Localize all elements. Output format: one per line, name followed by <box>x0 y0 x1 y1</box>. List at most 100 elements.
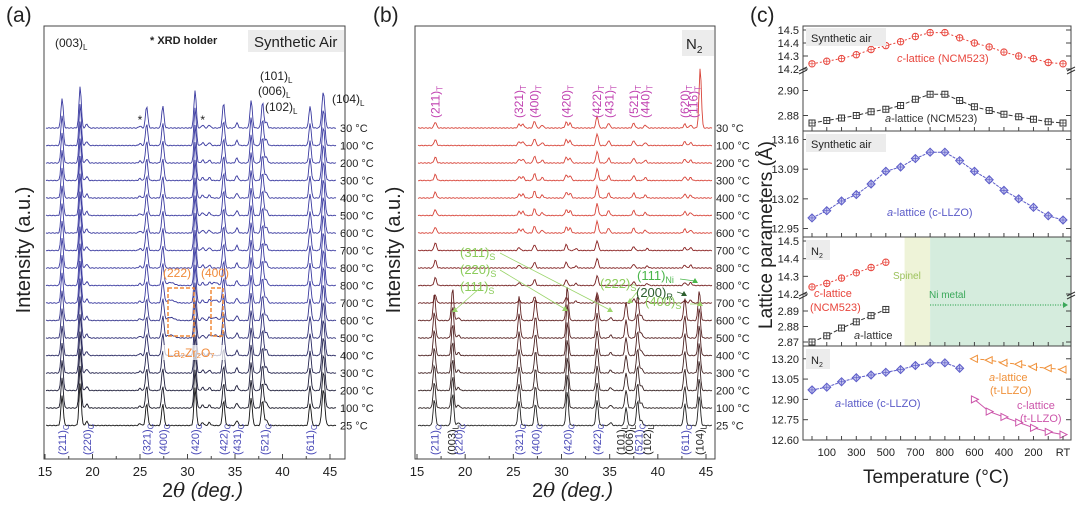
c3-label-bg <box>806 240 830 260</box>
trace-temp-label: 400 °C <box>716 351 750 363</box>
c4-tc-lattice-label: c-lattice <box>1017 400 1055 412</box>
trace-temp-label: 800 °C <box>716 263 750 275</box>
trace-temp-label: 400 °C <box>340 193 374 205</box>
panel-c-label: (c) <box>750 4 775 27</box>
xrd-trace <box>417 357 713 392</box>
phase-label: (311)S <box>460 245 495 262</box>
xrd-trace <box>417 304 713 339</box>
y-tick-label: 14.4 <box>778 254 799 266</box>
panel-a-title-bg <box>248 30 344 52</box>
peak-label-top: (116)T <box>686 86 702 118</box>
triangle-right-marker <box>1044 427 1054 437</box>
arrow-head-icon <box>562 306 568 311</box>
xrd-trace <box>417 375 713 409</box>
peak-label-top: (104)L <box>332 92 365 108</box>
trace-temp-label: 30 °C <box>716 123 744 135</box>
x-tick-label: 45 <box>699 464 713 479</box>
peak-label-top: (003)L <box>55 36 88 52</box>
arrow-head-icon <box>1063 302 1068 308</box>
trace-temp-label: 500 °C <box>716 333 750 345</box>
peak-label-top: (101)L <box>260 69 293 85</box>
arrow-head-icon <box>627 298 633 303</box>
triangle-left-marker <box>969 354 978 364</box>
x-tick-label: 200 <box>1024 447 1042 459</box>
peak-label-bottom: (611)C <box>305 424 319 455</box>
x-tick-label: 20 <box>458 464 472 479</box>
trace-temp-label: 25 °C <box>716 421 744 433</box>
x-tick-label: 25 <box>506 464 520 479</box>
phase-label: (200)R <box>636 285 673 302</box>
y-tick-label: 13.02 <box>771 194 799 206</box>
c4-tc-lattice-label-2: (t-LLZO) <box>1020 413 1062 425</box>
arrow-head-icon <box>452 307 458 312</box>
peak-label-top: (102)L <box>265 100 298 116</box>
x-tick-label: 800 <box>936 447 954 459</box>
x-tick-label: 100 <box>818 447 836 459</box>
ni-metal-label: Ni metal <box>929 290 966 301</box>
peak-label-bottom: (422)C <box>592 423 606 455</box>
triangle-right-marker <box>1029 423 1039 433</box>
phase-label: (400)S <box>645 294 681 311</box>
trace-temp-label: 25 °C <box>340 421 368 433</box>
trace-temp-label: 500 °C <box>340 333 374 345</box>
x-tick-label: 25 <box>133 464 147 479</box>
spinel-label: Spinel <box>893 271 921 282</box>
arrow-head-icon <box>692 278 698 283</box>
phase-arrow <box>629 291 638 302</box>
y-tick-label: 14.5 <box>778 236 799 248</box>
xrd-trace <box>45 383 337 427</box>
trace-temp-label: 200 °C <box>340 386 374 398</box>
peak-label-top: (620)T <box>678 85 694 118</box>
y-tick-label: 2.88 <box>778 322 799 334</box>
c4-ta-lattice-label: a-lattice <box>989 372 1028 384</box>
x-tick-label: 500 <box>877 447 895 459</box>
c4-a-lattice-label: a-lattice (c-LLZO) <box>835 398 921 410</box>
peak-label-top: (321)T <box>512 85 528 118</box>
panel-a-chart: Synthetic Air * XRD holder (003)L(101)L(… <box>13 25 374 502</box>
triangle-right-marker <box>970 395 980 404</box>
axis-break-icon <box>1066 66 1076 75</box>
y-tick-label: 14.2 <box>778 64 799 76</box>
peak-label-top: (431)T <box>603 85 619 118</box>
y-tick-label: 14.3 <box>778 271 799 283</box>
triangle-right-marker <box>1015 418 1024 427</box>
peak-label-bottom: (211)C <box>429 424 443 455</box>
x-tick-label: 600 <box>965 447 983 459</box>
trace-temp-label: 500 °C <box>340 211 374 223</box>
box-400 <box>210 287 224 337</box>
xrd-trace <box>417 149 713 164</box>
triangle-left-marker <box>1028 362 1037 372</box>
c3-label: N2 <box>811 246 823 260</box>
xrd-trace <box>417 219 713 234</box>
trace-temp-label: 300 °C <box>716 176 750 188</box>
xrd-trace <box>45 121 337 164</box>
c3-c-lattice-label-2: (NCM523) <box>810 302 861 314</box>
panel-b-xlabel: 2θ (deg.) <box>532 478 613 502</box>
trace-temp-label: 700 °C <box>340 298 374 310</box>
y-tick-label: 14.3 <box>778 51 799 63</box>
panel-c-ylabel: Lattice parameters (Å) <box>756 141 777 329</box>
xrd-trace <box>417 392 713 427</box>
xrd-trace <box>45 209 337 252</box>
y-tick-label: 14.2 <box>778 289 799 301</box>
xrd-trace <box>45 138 336 182</box>
c4-label-bg <box>806 349 830 369</box>
xrd-trace <box>417 322 713 357</box>
trace-temp-label: 100 °C <box>340 403 374 415</box>
x-tick-label: 35 <box>602 464 616 479</box>
c1-a-lattice-label: a-lattice (NCM523) <box>885 113 977 125</box>
peak-label-bottom: (521)C <box>634 423 648 455</box>
xrd-trace <box>45 296 337 339</box>
x-tick-label: 15 <box>38 464 52 479</box>
x-tick-label: RT <box>1056 447 1071 459</box>
holder-mark: * <box>138 113 143 127</box>
trace-temp-label: 200 °C <box>340 158 374 170</box>
xrd-trace <box>45 226 337 269</box>
panel-b-label: (b) <box>373 4 399 27</box>
xrd-trace <box>417 274 713 287</box>
trace-temp-label: 100 °C <box>340 141 374 153</box>
c3-a-lattice-label: a-lattice <box>854 330 893 342</box>
xrd-trace <box>417 184 713 199</box>
peak-label-bottom: (422)C <box>219 423 233 455</box>
peak-label-bottom: (321)C <box>142 423 156 455</box>
